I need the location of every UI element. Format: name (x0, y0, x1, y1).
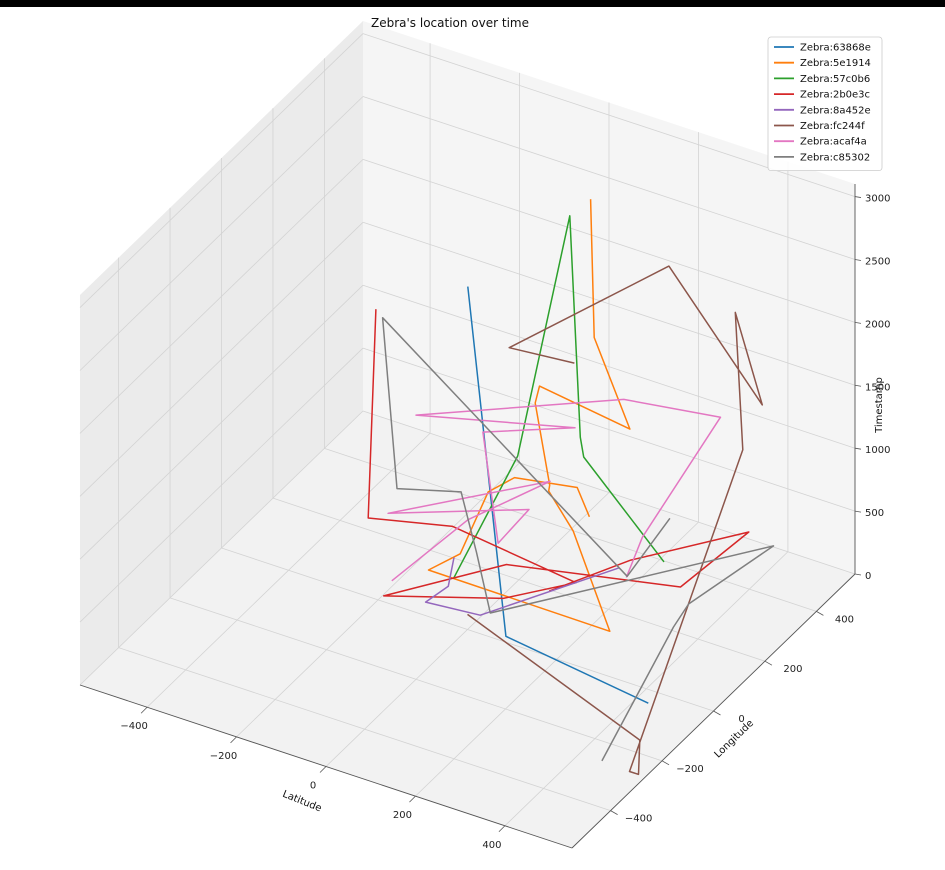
series-line-zebra-57c0b6 (452, 215, 665, 580)
y-tick-mark (661, 760, 670, 766)
z-tick-mark (854, 384, 862, 387)
grid-z-wall (79, 410, 364, 686)
grid-z-wall (79, 33, 364, 308)
x-tick-mark (409, 795, 416, 803)
grid-z-wall (79, 96, 364, 371)
z-tick-label: 1000 (865, 445, 890, 456)
z-axis-label: Timestamp (874, 377, 885, 434)
legend-entry: Zebra:c85302 (800, 152, 870, 163)
x-tick-label: −200 (210, 751, 237, 762)
legend-box (767, 36, 883, 172)
legend-entry: Zebra:63868e (800, 43, 871, 54)
legend-entry: Zebra:2b0e3c (800, 90, 870, 101)
grid-y-floor (118, 647, 611, 812)
data-series (367, 199, 775, 776)
series-line-zebra-63868e (467, 286, 649, 704)
grid-y-floor (221, 547, 714, 712)
grid-z-back (362, 96, 856, 260)
y-axis-label: Longitude (713, 718, 756, 760)
series-line-zebra-fc244f (467, 265, 764, 776)
z-tick-mark (854, 447, 862, 450)
z-tick-mark (854, 196, 862, 198)
grid-z-wall (79, 284, 364, 560)
z-tick-label: 2500 (865, 256, 890, 267)
x-tick-label: 200 (393, 810, 412, 821)
grid-z-back (362, 159, 856, 323)
window-top-border (0, 0, 945, 7)
z-tick-mark (854, 573, 862, 576)
z-tick-label: 0 (865, 571, 871, 582)
y-tick-label: 400 (835, 614, 854, 625)
legend-entry: Zebra:acaf4a (800, 137, 867, 148)
z-tick-mark (854, 510, 862, 513)
grid-y-floor (324, 447, 817, 612)
x-tick-mark (319, 766, 327, 773)
grid-z-back (362, 221, 856, 386)
z-tick-label: 500 (865, 508, 884, 519)
x-tick-mark (140, 706, 148, 714)
series-line-zebra-2b0e3c (367, 309, 750, 600)
legend-entry: Zebra:fc244f (800, 121, 865, 132)
grid-z-wall (79, 222, 364, 497)
z-tick-label: 3000 (865, 194, 890, 205)
x-tick-label: 0 (310, 781, 316, 792)
grid-z-wall (79, 347, 364, 623)
chart-title: Zebra's location over time (371, 16, 529, 30)
y-tick-label: −400 (625, 814, 652, 825)
x-tick-mark (230, 736, 237, 744)
legend-entry: Zebra:5e1914 (800, 58, 871, 69)
y-tick-label: 200 (783, 664, 802, 675)
grid-z-back (362, 284, 856, 449)
x-tick-label: −400 (120, 721, 147, 732)
legend-entry: Zebra:57c0b6 (800, 74, 870, 85)
gridlines (79, 33, 856, 827)
series-line-zebra-acaf4a (387, 398, 722, 582)
grid-y-floor (272, 497, 766, 662)
z-tick-label: 2000 (865, 319, 890, 330)
series-line-zebra-c85302 (381, 316, 775, 762)
series-line-zebra-8a452e (424, 557, 620, 616)
grid-z-wall (79, 159, 364, 434)
x-tick-label: 400 (482, 840, 501, 851)
series-line-zebra-5e1914 (427, 199, 631, 633)
y-tick-label: 0 (738, 714, 744, 725)
x-axis-label: Latitude (281, 789, 323, 815)
grid-y-floor (169, 597, 663, 762)
y-tick-mark (764, 660, 773, 666)
legend-entry: Zebra:8a452e (800, 105, 871, 116)
z-tick-label: 1500 (865, 382, 890, 393)
y-tick-mark (610, 810, 618, 815)
legend: Zebra:63868e Zebra:5e1914 Zebra:57c0b6 Zebr… (767, 36, 883, 172)
tick-labels: −400 −200 0 200 400 −400 −200 0 200 400 0 500 1000 15… (120, 194, 890, 851)
z-tick-mark (854, 321, 862, 324)
y-tick-mark (713, 710, 721, 716)
grid-z-back (362, 347, 856, 512)
y-tick-mark (816, 611, 824, 616)
y-tick-label: −200 (676, 764, 703, 775)
z-tick-mark (854, 259, 862, 261)
x-tick-mark (498, 825, 506, 833)
